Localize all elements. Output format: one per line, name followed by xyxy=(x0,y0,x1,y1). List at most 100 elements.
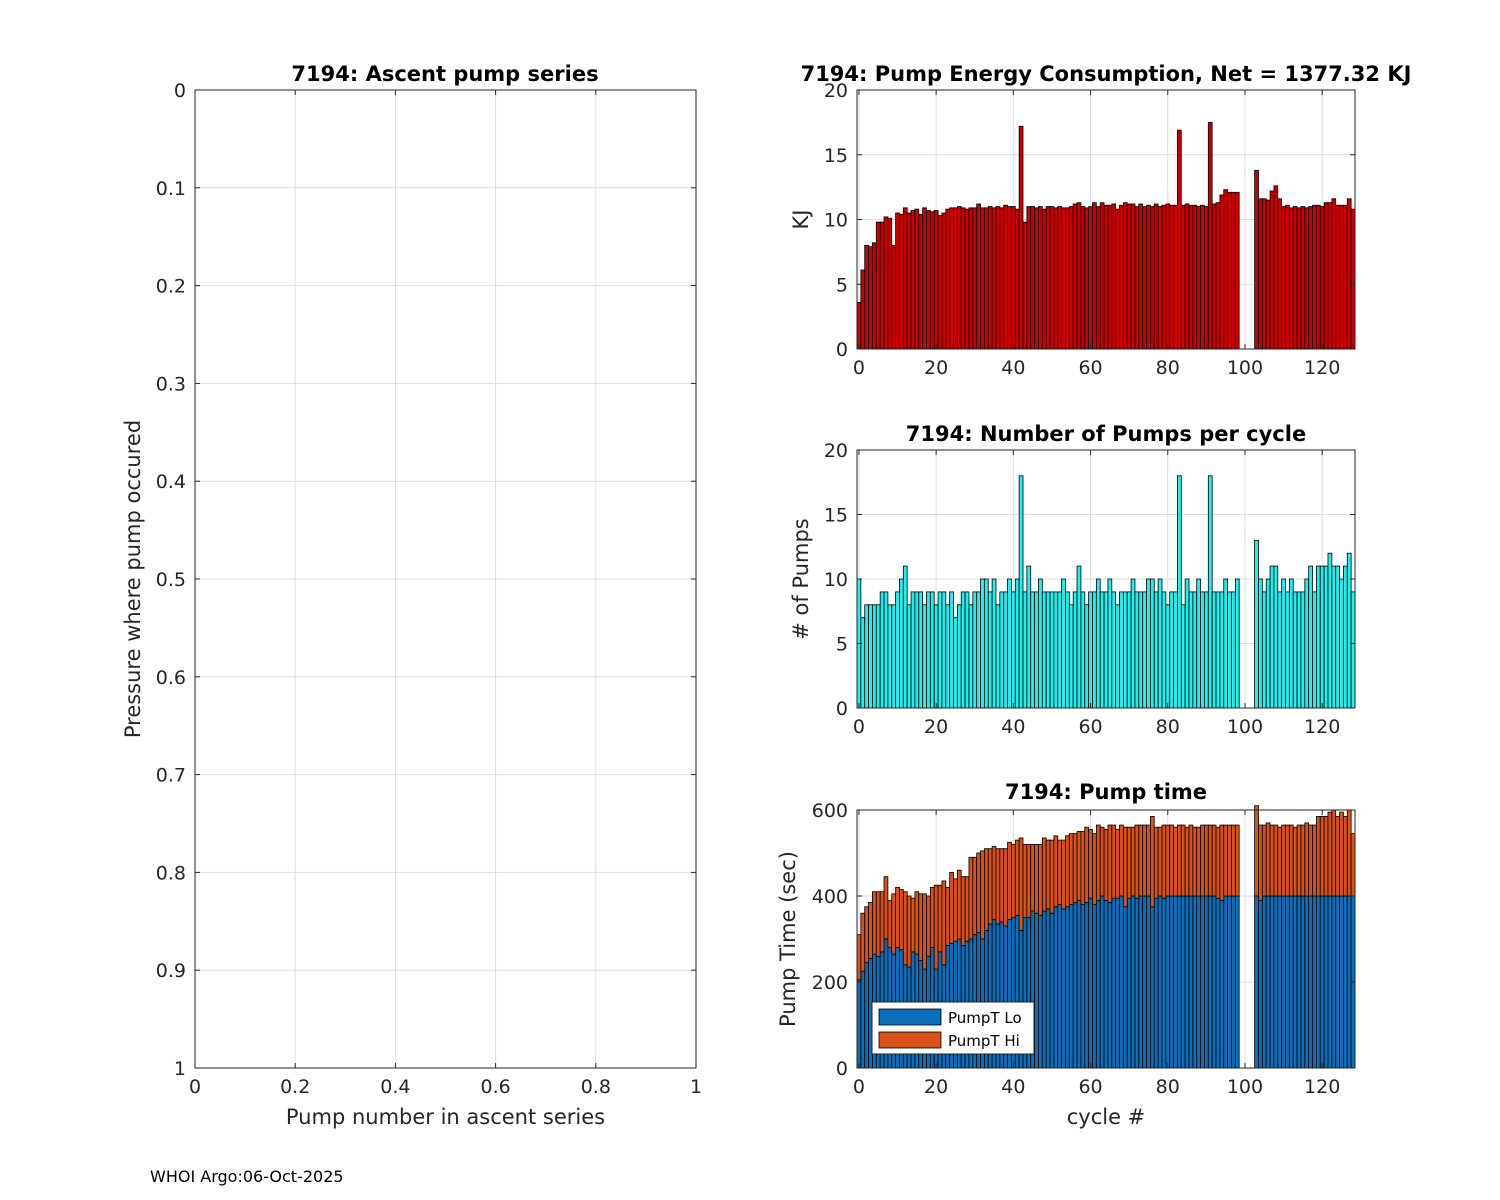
pumps-bar xyxy=(902,565,908,709)
pumpt-lo-bar xyxy=(1223,895,1229,1069)
energy-bar xyxy=(1277,198,1283,350)
energy-bar xyxy=(1192,204,1198,350)
pumpt-hi-bar xyxy=(1288,824,1294,897)
pumpt-hi-bar xyxy=(860,912,866,972)
pumpt-lo-bar xyxy=(1038,914,1043,1069)
pumps-bar xyxy=(1335,565,1340,709)
pumpt-hi-bar xyxy=(991,846,997,921)
pumps-bar xyxy=(883,591,889,709)
energy-bar xyxy=(1138,203,1144,350)
energy-bar xyxy=(1018,125,1024,350)
energy-bar xyxy=(1339,204,1344,350)
pumps-bar xyxy=(1057,591,1063,709)
pumpt-hi-bar xyxy=(1049,839,1055,914)
pumps-bar xyxy=(1265,578,1271,709)
pumpt-lo-bar xyxy=(1200,895,1205,1069)
energy-bar xyxy=(1115,208,1120,350)
pumpt-hi-bar xyxy=(1022,844,1028,918)
pumpt-hi-bar xyxy=(1003,848,1008,927)
pumpt-hi-bar xyxy=(1099,826,1105,897)
pumps-bar xyxy=(1300,591,1306,709)
pumpt-hi-bar xyxy=(1215,826,1221,899)
pumpt-hi-bar xyxy=(895,887,900,949)
pumpt-lo-bar xyxy=(1184,895,1190,1069)
pumpt-hi-bar xyxy=(1142,824,1147,897)
pumps-bar xyxy=(1296,591,1302,709)
energy-bar xyxy=(1003,204,1008,350)
energy-bar xyxy=(1041,208,1047,350)
energy-bar xyxy=(1231,191,1236,350)
pumpt-hi-bar xyxy=(1315,816,1321,897)
pumpt-hi-bar xyxy=(1138,824,1144,897)
energy-bar xyxy=(1323,202,1329,350)
chart-title: 7194: Number of Pumps per cycle xyxy=(906,422,1306,446)
pumpt-lo-bar xyxy=(1095,899,1101,1069)
chart-title: 7194: Pump time xyxy=(1005,780,1207,804)
pumpt-hi-bar xyxy=(1041,837,1047,912)
pumpt-hi-bar xyxy=(872,891,877,955)
pumpt-hi-bar xyxy=(995,848,1001,925)
energy-bar xyxy=(1045,206,1051,350)
pumpt-lo-bar xyxy=(1049,912,1055,1069)
energy-bar xyxy=(1261,198,1267,350)
pumps-bar xyxy=(1327,552,1333,709)
pumps-bar xyxy=(1038,578,1043,709)
pumps-bar xyxy=(1177,475,1182,709)
x-tick-label: 20 xyxy=(924,716,948,738)
pumpt-hi-bar xyxy=(941,880,947,966)
energy-bar xyxy=(1084,207,1090,350)
pumpt-hi-bar xyxy=(856,934,862,981)
pumpt-hi-bar xyxy=(1018,837,1024,931)
pumpt-lo-bar xyxy=(1234,895,1240,1069)
energy-bar xyxy=(983,207,989,350)
pumpt-lo-bar xyxy=(1227,895,1232,1069)
energy-bar xyxy=(1169,204,1174,350)
y-axis-label: Pressure where pump occured xyxy=(121,420,145,738)
x-tick-label: 60 xyxy=(1078,716,1102,738)
pumpt-lo-bar xyxy=(1061,908,1066,1069)
y-tick-label: 0.3 xyxy=(156,373,186,395)
pumps-bar xyxy=(999,591,1005,709)
legend-label-pumpt-lo: PumpT Lo xyxy=(948,1009,1022,1027)
energy-bar xyxy=(1234,191,1240,350)
x-tick-label: 120 xyxy=(1304,357,1340,379)
pumpt-hi-bar xyxy=(1065,835,1070,908)
energy-bar xyxy=(902,207,908,350)
pumpt-hi-bar xyxy=(1231,824,1236,897)
pumpt-hi-bar xyxy=(1300,824,1306,897)
pumpt-hi-bar xyxy=(1343,816,1348,897)
pumpt-hi-bar xyxy=(1173,826,1178,897)
energy-bar xyxy=(991,207,997,350)
pumpt-hi-bar xyxy=(1265,822,1271,897)
pumps-bar xyxy=(926,591,931,709)
energy-bar xyxy=(1134,206,1140,350)
pumps-bar xyxy=(1007,578,1012,709)
pumps-bar xyxy=(918,591,924,709)
x-tick-label: 40 xyxy=(1001,716,1025,738)
pumps-bar xyxy=(983,578,989,709)
pumpt-lo-bar xyxy=(1146,895,1151,1069)
energy-bar xyxy=(972,207,978,350)
pumps-bar xyxy=(1331,565,1337,709)
pumpt-lo-bar xyxy=(1258,899,1263,1069)
pumpt-hi-bar xyxy=(864,906,869,964)
pumps-bar xyxy=(1061,578,1066,709)
energy-bar xyxy=(879,221,885,350)
pumpt-lo-bar xyxy=(1219,899,1225,1069)
energy-bar xyxy=(1149,206,1155,350)
x-tick-label: 80 xyxy=(1156,716,1180,738)
pumpt-hi-bar xyxy=(1339,811,1344,897)
pumpt-hi-bar xyxy=(1196,826,1201,897)
energy-bar xyxy=(1076,202,1082,350)
pumps-bar xyxy=(1180,604,1186,709)
energy-bar xyxy=(1030,206,1035,350)
energy-bar xyxy=(875,221,881,350)
pumps-bar xyxy=(895,591,900,709)
pumpt-lo-bar xyxy=(1269,895,1275,1069)
pumpt-lo-bar xyxy=(1142,895,1147,1069)
pumpt-hi-bar xyxy=(1200,824,1205,897)
energy-bar xyxy=(1254,169,1259,350)
energy-bar xyxy=(949,207,954,350)
pumpt-hi-bar xyxy=(926,895,931,957)
pumpt-hi-bar xyxy=(883,876,889,940)
